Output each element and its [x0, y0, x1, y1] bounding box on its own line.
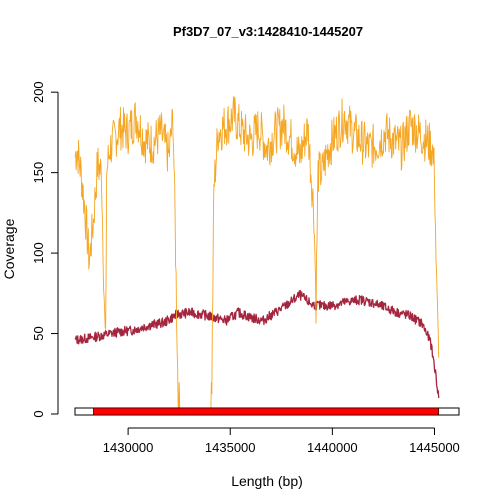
y-tick-label: 200 — [31, 81, 46, 103]
x-tick-label: 1435000 — [205, 440, 256, 455]
maroon-coverage-line — [74, 289, 440, 398]
chart-title: Pf3D7_07_v3:1428410-1445207 — [173, 24, 363, 39]
region-highlight — [93, 407, 440, 416]
y-tick-label: 150 — [31, 162, 46, 184]
y-axis: 0 50 100 150 200 — [31, 81, 59, 418]
y-tick-label: 0 — [31, 410, 46, 417]
series-layer — [74, 96, 440, 415]
orange-coverage-line — [74, 96, 440, 415]
x-axis-label: Length (bp) — [231, 473, 303, 489]
x-tick-label: 1445000 — [409, 440, 460, 455]
x-tick-label: 1440000 — [307, 440, 358, 455]
y-tick-label: 100 — [31, 242, 46, 264]
x-axis: 1430000 1435000 1440000 1445000 — [103, 427, 460, 455]
y-tick-label: 50 — [31, 326, 46, 340]
region-bar — [74, 407, 460, 416]
y-axis-label: Coverage — [1, 218, 17, 279]
x-tick-label: 1430000 — [103, 440, 154, 455]
